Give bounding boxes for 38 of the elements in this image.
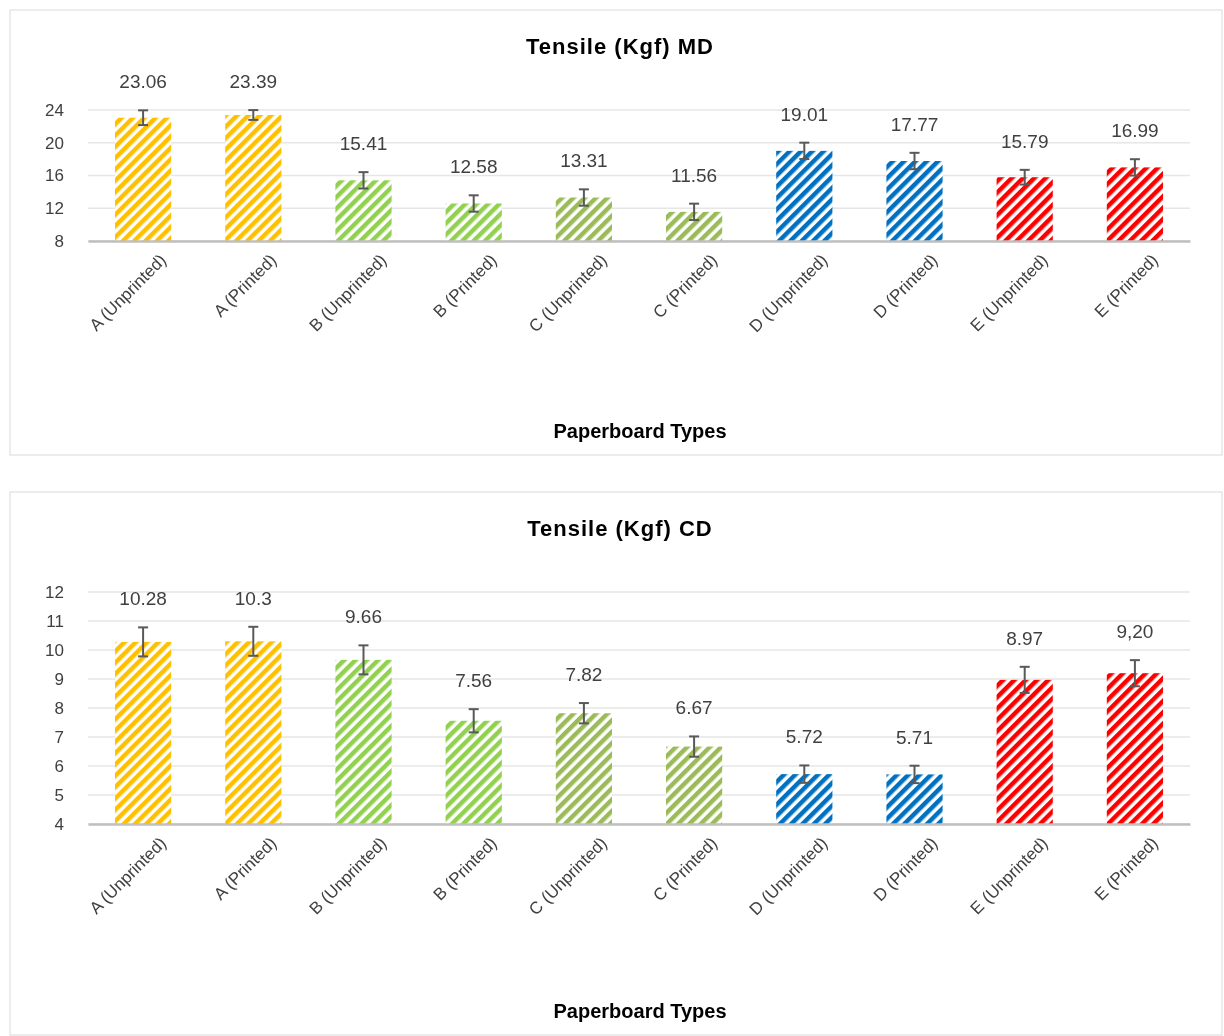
data-label: 7.56 — [455, 670, 493, 692]
chart-title: Tensile (Kgf) MD — [526, 34, 714, 59]
data-label: 5.72 — [785, 726, 823, 748]
y-tick-label: 8 — [54, 698, 64, 718]
x-axis-title: Paperboard Types — [553, 420, 727, 442]
data-label: 15.41 — [339, 133, 388, 155]
data-label: 11.56 — [671, 164, 718, 186]
y-tick-label: 4 — [54, 814, 64, 834]
y-tick-label: 7 — [54, 727, 64, 747]
x-axis-title: Paperboard Types — [553, 1000, 727, 1022]
y-tick-label: 11 — [46, 611, 64, 631]
y-tick-label: 16 — [45, 166, 64, 186]
data-label: 9,20 — [1116, 621, 1154, 643]
y-tick-label: 24 — [45, 100, 64, 120]
data-label: 8.97 — [1006, 627, 1044, 649]
y-tick-label: 12 — [45, 582, 64, 602]
data-label: 5.71 — [896, 726, 933, 748]
y-tick-label: 20 — [45, 133, 64, 153]
data-label: 17.77 — [890, 113, 939, 135]
data-label: 10.3 — [234, 587, 272, 609]
chart-title: Tensile (Kgf) CD — [527, 516, 713, 541]
data-label: 7.82 — [565, 664, 603, 686]
y-tick-label: 9 — [54, 669, 64, 689]
data-label: 10.28 — [119, 588, 167, 610]
data-label: 16.99 — [1111, 120, 1159, 142]
y-tick-label: 8 — [54, 231, 64, 251]
y-tick-label: 6 — [54, 756, 64, 776]
data-label: 19.01 — [780, 103, 829, 125]
data-label: 9.66 — [345, 606, 382, 628]
data-label: 13.31 — [560, 150, 608, 172]
data-label: 6.67 — [675, 697, 713, 719]
y-tick-label: 12 — [45, 199, 64, 219]
data-label: 15.79 — [1000, 130, 1049, 152]
data-label: 23.06 — [119, 71, 167, 93]
y-tick-label: 5 — [54, 785, 64, 805]
data-label: 12.58 — [449, 156, 498, 178]
y-tick-label: 10 — [45, 640, 64, 660]
data-label: 23.39 — [229, 71, 278, 93]
